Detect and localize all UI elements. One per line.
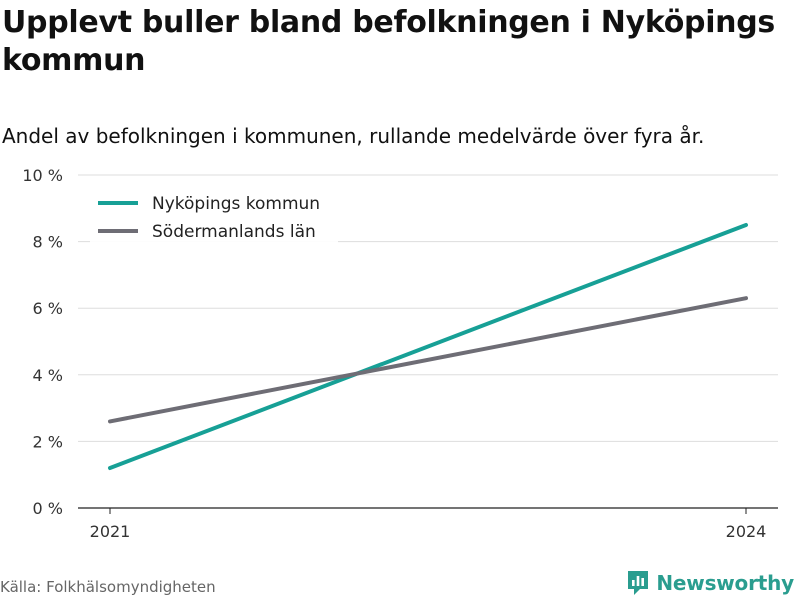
y-axis: 0 % 2 % 4 % 6 % 8 % 10 % [22,166,63,518]
brand-logo: Newsworthy [626,568,794,598]
x-tick-label: 2021 [90,522,131,541]
series-lines [108,222,748,471]
y-tick-label: 10 % [22,166,63,185]
legend-label: Södermanlands län [152,222,316,242]
x-tick-label: 2024 [726,522,767,541]
legend: Nyköpings kommun Södermanlands län [90,186,338,244]
chart-subtitle: Andel av befolkningen i kommunen, rullan… [2,124,705,148]
x-axis: 2021 2024 [78,507,778,541]
source-note: Källa: Folkhälsomyndigheten [0,578,216,596]
y-tick-label: 6 % [33,299,63,318]
y-tick-label: 0 % [33,499,63,518]
series-line-1 [108,222,748,471]
legend-label: Nyköpings kommun [152,194,320,214]
legend-background [90,186,338,244]
y-tick-label: 8 % [33,233,63,252]
series-line-2 [108,296,748,424]
brand-name: Newsworthy [656,571,794,595]
y-tick-label: 2 % [33,432,63,451]
newsworthy-logo-icon [628,571,649,595]
y-tick-label: 4 % [33,366,63,385]
chart-title: Upplevt buller bland befolkningen i Nykö… [2,5,775,78]
grid-lines [78,174,778,442]
